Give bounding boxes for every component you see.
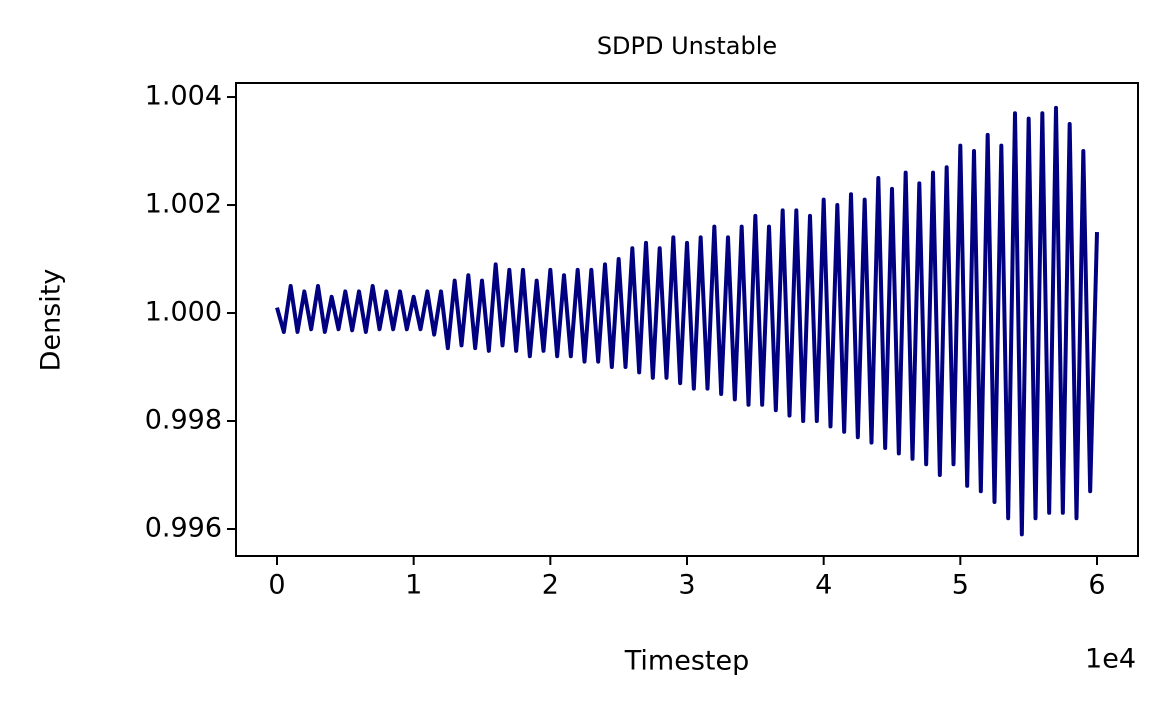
- x-tick-label: 6: [1088, 570, 1105, 601]
- y-tick-label: 1.002: [145, 189, 222, 220]
- y-tick-label: 1.004: [145, 81, 222, 112]
- x-tick-label: 2: [542, 570, 559, 601]
- x-tick-label: 4: [815, 570, 832, 601]
- data-line: [275, 105, 1099, 537]
- y-tick-label: 0.996: [145, 513, 222, 544]
- x-axis-label: Timestep: [624, 646, 749, 677]
- x-offset-label: 1e4: [1085, 644, 1136, 675]
- x-tick-label: 0: [268, 570, 285, 601]
- plot-frame: [235, 82, 1139, 557]
- y-tick-label: 1.000: [145, 297, 222, 328]
- x-tick-label: 1: [405, 570, 422, 601]
- y-tick-label: 0.998: [145, 405, 222, 436]
- x-tick-label: 5: [952, 570, 969, 601]
- chart-title: SDPD Unstable: [597, 32, 777, 60]
- x-tick-label: 3: [678, 570, 695, 601]
- y-axis-label: Density: [36, 269, 67, 372]
